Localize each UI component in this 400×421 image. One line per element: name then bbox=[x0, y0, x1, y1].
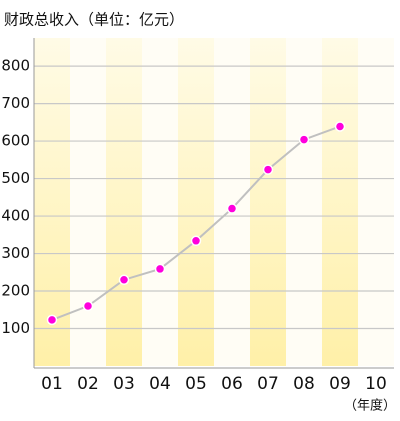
x-tick-label: 07 bbox=[257, 374, 279, 394]
y-tick-label: 500 bbox=[1, 169, 30, 187]
x-tick-label: 04 bbox=[149, 374, 171, 394]
marker bbox=[118, 274, 130, 286]
y-tick-label: 600 bbox=[1, 132, 30, 150]
stripe bbox=[250, 38, 286, 366]
x-tick-label: 02 bbox=[77, 374, 99, 394]
marker bbox=[298, 134, 310, 145]
x-tick-label: 03 bbox=[113, 374, 135, 394]
y-tick-label: 300 bbox=[1, 244, 30, 262]
x-tick-label: 06 bbox=[221, 374, 243, 394]
marker bbox=[262, 164, 274, 175]
chart-title: 财政总收入（单位：亿元） bbox=[4, 11, 184, 29]
marker bbox=[190, 235, 202, 247]
x-tick-label: 09 bbox=[329, 374, 351, 394]
y-tick-label: 400 bbox=[1, 207, 30, 225]
marker bbox=[334, 121, 346, 132]
x-tick-label: 10 bbox=[365, 374, 387, 394]
x-tick-label: 05 bbox=[185, 374, 207, 394]
stripe bbox=[322, 38, 358, 366]
stripe bbox=[34, 38, 70, 366]
y-tick-label: 800 bbox=[1, 57, 30, 75]
marker bbox=[226, 203, 238, 214]
x-tick-label: 01 bbox=[41, 374, 63, 394]
stripe bbox=[178, 38, 214, 366]
y-tick-label: 200 bbox=[1, 282, 30, 300]
y-tick-label: 100 bbox=[1, 319, 30, 337]
x-tick-label: 08 bbox=[293, 374, 315, 394]
marker bbox=[82, 300, 94, 312]
marker bbox=[46, 314, 58, 326]
y-tick-label: 700 bbox=[1, 94, 30, 112]
x-axis-label: （年度） bbox=[344, 398, 396, 414]
stripe bbox=[106, 38, 142, 366]
marker bbox=[154, 263, 166, 275]
